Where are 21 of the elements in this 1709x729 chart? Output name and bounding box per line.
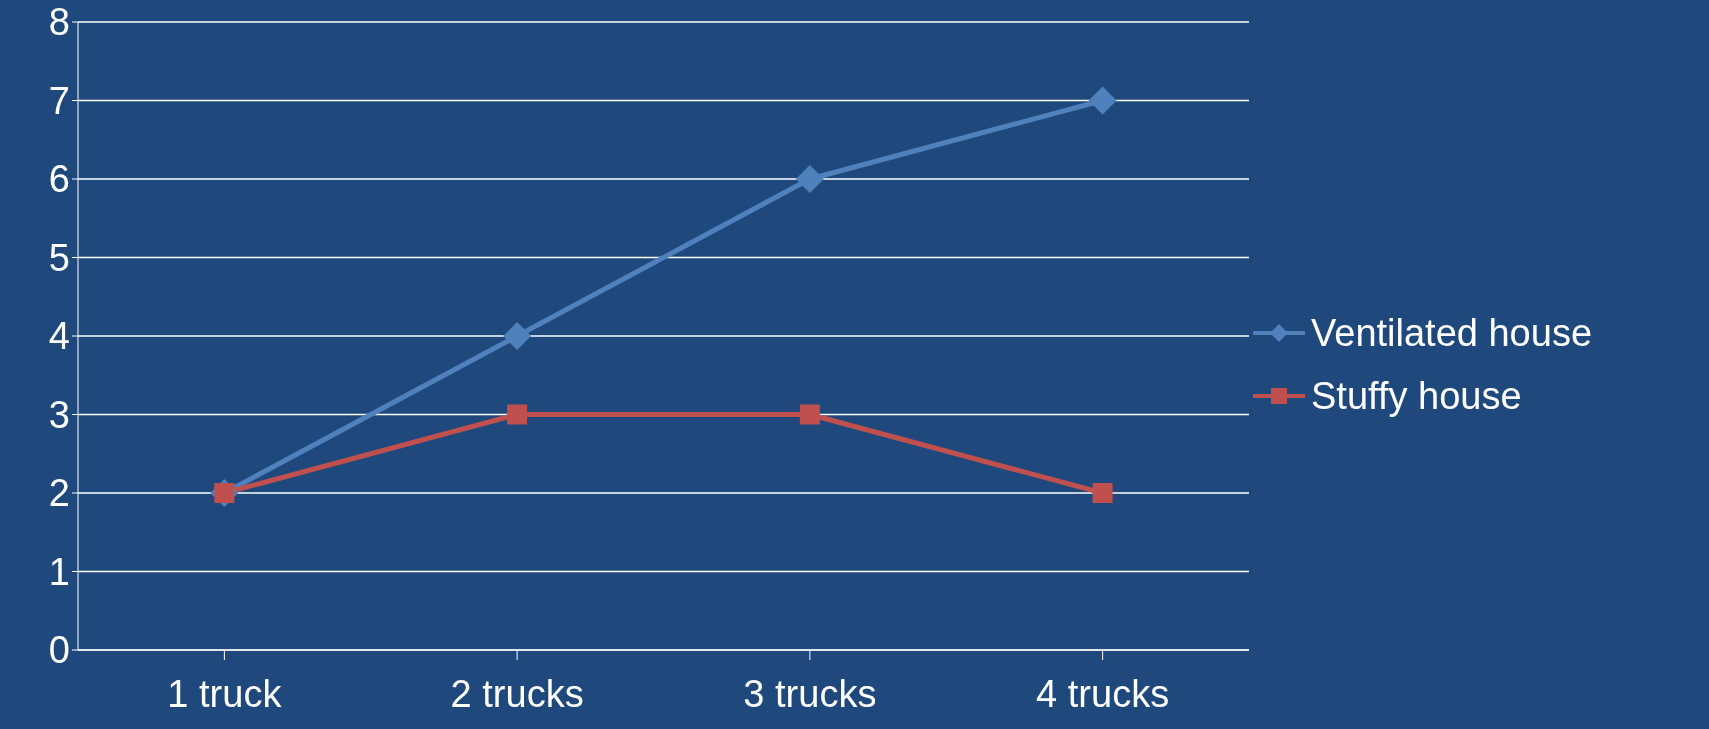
y-tick-label: 5 xyxy=(48,236,70,279)
point xyxy=(799,404,820,425)
point xyxy=(1092,483,1113,503)
point xyxy=(795,165,824,193)
x-tick-label: 3 trucks xyxy=(743,672,877,715)
point xyxy=(503,322,532,350)
x-tick-label: 4 trucks xyxy=(1036,672,1170,715)
y-tick-label: 1 xyxy=(48,550,70,593)
y-tick-label: 7 xyxy=(48,79,70,122)
point xyxy=(507,404,528,425)
y-tick-label: 3 xyxy=(48,393,70,436)
y-tick-label: 6 xyxy=(48,158,70,201)
point xyxy=(1088,86,1117,115)
x-tick-label: 2 trucks xyxy=(450,672,584,715)
y-tick-label: 8 xyxy=(48,1,70,44)
y-tick-label: 2 xyxy=(48,472,70,515)
legend-label: Ventilated house xyxy=(1311,311,1593,355)
x-tick-label: 1 truck xyxy=(167,672,283,715)
legend-label: Stuffy house xyxy=(1311,374,1522,418)
y-tick-label: 4 xyxy=(48,315,70,358)
y-tick-label: 0 xyxy=(48,629,70,672)
